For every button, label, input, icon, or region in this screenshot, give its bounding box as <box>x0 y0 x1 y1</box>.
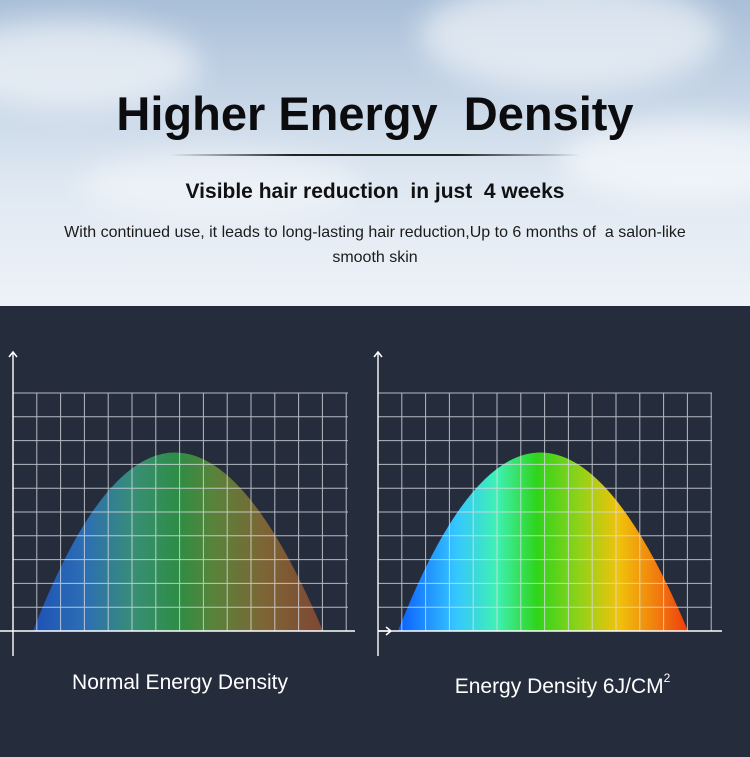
high-energy-graph <box>373 350 722 656</box>
subtitle: Visible hair reduction in just 4 weeks <box>185 180 565 203</box>
title-divider <box>170 154 580 156</box>
normal-energy-caption: Normal Energy Density <box>72 671 288 694</box>
comparison-graphs <box>0 350 722 656</box>
high-energy-curve <box>398 452 688 631</box>
header-banner: Higher Energy Density Visible hair reduc… <box>0 0 750 306</box>
description: With continued use, it leads to long-las… <box>64 224 691 266</box>
caption-superscript: 2 <box>663 671 671 685</box>
grid-lines <box>12 392 348 632</box>
caption-text: Energy Density 6J/CM <box>454 675 664 698</box>
comparison-panel: Normal Energy Density Energy Density 6J/… <box>0 306 750 757</box>
high-energy-caption: Energy Density 6J/CM2 <box>375 671 750 699</box>
normal-energy-curve <box>33 452 323 631</box>
page-title: Higher Energy Density <box>116 87 634 140</box>
normal-energy-graph <box>0 350 355 656</box>
